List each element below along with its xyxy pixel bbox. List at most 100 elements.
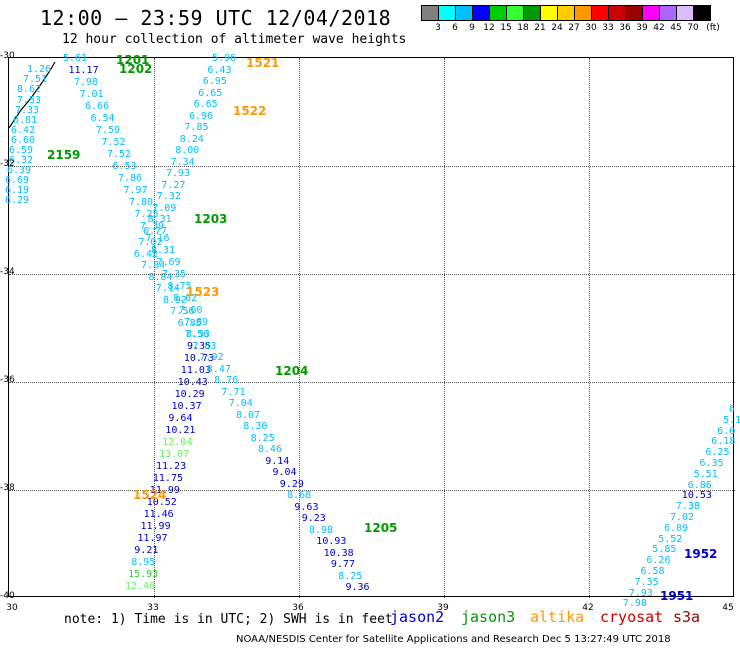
wave-height-value: 6.60 — [11, 135, 36, 146]
credit-line: NOAA/NESDIS Center for Satellite Applica… — [236, 634, 671, 645]
wave-height-value: 5.1 — [723, 414, 740, 426]
wave-height-value: 7.59 — [96, 125, 121, 136]
satellite-legend-cryosat: cryosat — [600, 608, 664, 626]
colorbar-swatch — [489, 5, 507, 21]
footer-note: note: 1) Time is in UTC; 2) SWH is in fe… — [64, 612, 393, 627]
wave-height-value: 7.16 — [145, 233, 170, 244]
wave-height-value: 5.96 — [212, 53, 237, 64]
wave-height-value: 7.35 — [634, 576, 659, 588]
wave-height-value: 7.04 — [228, 398, 253, 409]
wave-height-value: 9.77 — [330, 559, 355, 570]
colorbar-swatch — [557, 5, 575, 21]
wave-height-value: 6.35 — [699, 458, 724, 469]
wave-height-value: 11.17 — [68, 65, 99, 76]
wave-height-value: 7.52 — [107, 149, 132, 160]
wave-height-value: 6.81 — [13, 115, 38, 126]
colorbar-tick-label: 39 — [636, 23, 648, 33]
colorbar-tick-label: 30 — [585, 23, 597, 33]
coastline — [9, 61, 56, 129]
wave-height-value: 8.76 — [214, 375, 239, 386]
wave-height-value: 10.21 — [165, 425, 196, 436]
latitude-tick-label: -38 — [0, 483, 15, 493]
wave-height-value: 8.24 — [179, 133, 204, 145]
wave-height-value: 8.25 — [338, 570, 363, 582]
wave-height-value: 6.09 — [664, 522, 689, 534]
wave-height-value: 12.46 — [125, 581, 156, 592]
wave-height-value: 10.29 — [174, 389, 205, 400]
wave-height-map: 1.26 7.51 8.62 7.53 7.33 6.81 6.42 6.60 6.59 6.32… — [5, 53, 740, 609]
wave-height-value: 7.27 — [161, 179, 186, 191]
wave-height-value: 8.07 — [236, 409, 261, 421]
longitude-tick-label: 30 — [6, 603, 18, 613]
wave-height-value: 10.37 — [171, 401, 202, 412]
longitude-gridline — [444, 58, 445, 598]
wave-height-value: 7.56 — [170, 306, 195, 317]
wave-height-value: 9.23 — [301, 513, 326, 524]
colorbar-tick-label: 15 — [500, 23, 512, 33]
wave-height-value: 7.14 — [155, 283, 180, 294]
colorbar-tick-label: 42 — [653, 23, 665, 33]
wave-height-value: 9.29 — [279, 478, 304, 490]
wave-height-value: 8.33 — [186, 329, 211, 340]
longitude-tick-label: 36 — [292, 603, 304, 613]
pass-time-label: 1951 — [660, 589, 694, 603]
wave-height-value: 7.84 — [141, 260, 166, 271]
colorbar-swatch — [642, 5, 660, 21]
wave-height-value: 9.14 — [265, 455, 290, 467]
wave-height-value: 7.09 — [152, 202, 177, 214]
wave-height-value: 6.65 — [198, 87, 223, 99]
colorbar-swatch — [523, 5, 541, 21]
wave-height-value: 7.51 — [23, 74, 48, 85]
colorbar-tick-label: 12 — [483, 23, 495, 33]
wave-height-value: 7.39 — [140, 221, 165, 232]
wave-height-value: 8.25 — [250, 432, 275, 444]
wave-height-value: 9.35 — [187, 341, 212, 352]
wave-height-value: 7.01 — [79, 89, 104, 100]
colorbar-tick-label: 45 — [670, 23, 682, 33]
wave-height-value: 8.31 — [151, 245, 176, 256]
satellite-legend-s3a: s3a — [673, 608, 701, 626]
colorbar-tick-label: 9 — [469, 23, 475, 33]
longitude-gridline — [154, 58, 155, 598]
wave-height-value: 7.85 — [184, 122, 209, 133]
wave-height-value: 9.64 — [168, 413, 193, 424]
wave-height-value: 7.80 — [129, 197, 154, 208]
colorbar-tick-label: 36 — [619, 23, 631, 33]
wave-height-value: 5.85 — [652, 544, 677, 556]
wave-height-value: 7.60 — [178, 305, 203, 316]
wave-height-value: 6.43 — [207, 64, 232, 76]
latitude-tick-label: -32 — [0, 159, 15, 169]
wave-height-value: 9.21 — [134, 545, 159, 556]
wave-height-value: 7.89 — [184, 317, 209, 328]
colorbar-swatch — [574, 5, 592, 21]
wave-height-value: 7.53 — [17, 95, 42, 106]
longitude-tick-label: 42 — [582, 603, 594, 613]
wave-height-value: 7.25 — [134, 209, 159, 220]
wave-height-value: 8.62 — [17, 84, 42, 95]
latitude-tick-label: -34 — [0, 267, 15, 277]
wave-height-value: 6.54 — [90, 113, 115, 124]
colorbar-swatch — [472, 5, 490, 21]
wave-height-value: 6.69 — [5, 175, 30, 186]
wave-height-value: 7.93 — [628, 587, 653, 599]
colorbar-tick-label: 70 — [687, 23, 699, 33]
map-subtitle: 12 hour collection of altimeter wave hei… — [62, 32, 407, 47]
wave-height-value: 7.93 — [166, 168, 191, 179]
wave-height-value: 6.96 — [189, 110, 214, 122]
pass-time-label: 1205 — [364, 521, 398, 535]
colorbar-swatch — [676, 5, 694, 21]
wave-height-value: 10.93 — [316, 536, 347, 547]
pass-time-label: 1523 — [186, 285, 220, 299]
wave-height-value: 6.29 — [5, 195, 30, 206]
wave-height-value: 6.85 — [177, 317, 202, 329]
latitude-tick-label: -30 — [0, 51, 15, 61]
wave-height-value: 10.38 — [323, 547, 354, 559]
wave-height-value: 7.92 — [199, 352, 224, 363]
colorbar-tick-label: (ft) — [706, 23, 720, 33]
pass-time-label: 1521 — [246, 56, 280, 70]
wave-height-value: 8.30 — [243, 421, 268, 432]
wave-height-value: 8.02 — [173, 293, 198, 304]
wave-height-value: 6.59 — [9, 145, 34, 156]
colorbar-tick-label: 33 — [602, 23, 614, 33]
wave-height-value: 6 — [729, 404, 736, 415]
